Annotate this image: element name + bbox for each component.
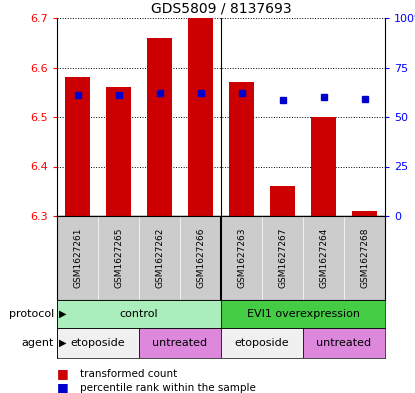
Text: transformed count: transformed count	[80, 369, 177, 379]
Text: untreated: untreated	[317, 338, 371, 348]
Bar	[147, 38, 172, 216]
Text: GSM1627262: GSM1627262	[155, 228, 164, 288]
Bar	[352, 211, 377, 216]
Text: GSM1627267: GSM1627267	[278, 228, 287, 288]
Bar	[229, 83, 254, 216]
Text: ▶: ▶	[59, 338, 66, 348]
Text: agent: agent	[22, 338, 54, 348]
Bar	[57, 300, 221, 328]
Bar	[188, 18, 213, 216]
Text: GSM1627263: GSM1627263	[237, 228, 246, 288]
Text: GSM1627261: GSM1627261	[73, 228, 82, 288]
Text: ■: ■	[57, 367, 69, 380]
Bar	[303, 328, 385, 358]
Title: GDS5809 / 8137693: GDS5809 / 8137693	[151, 2, 291, 15]
Text: percentile rank within the sample: percentile rank within the sample	[80, 383, 256, 393]
Text: GSM1627266: GSM1627266	[196, 228, 205, 288]
Text: GSM1627268: GSM1627268	[360, 228, 369, 288]
Bar	[65, 77, 90, 216]
Bar	[311, 117, 336, 216]
Text: etoposide: etoposide	[71, 338, 125, 348]
Text: control: control	[120, 309, 158, 319]
Text: GSM1627265: GSM1627265	[114, 228, 123, 288]
Text: protocol: protocol	[9, 309, 54, 319]
Bar	[139, 328, 221, 358]
Bar	[57, 328, 139, 358]
Bar	[221, 328, 303, 358]
Text: EVI1 overexpression: EVI1 overexpression	[247, 309, 359, 319]
Text: etoposide: etoposide	[235, 338, 289, 348]
Bar	[106, 87, 131, 216]
Text: GSM1627264: GSM1627264	[319, 228, 328, 288]
Text: ■: ■	[57, 382, 69, 393]
Bar	[270, 186, 295, 216]
Bar	[221, 300, 385, 328]
Text: untreated: untreated	[152, 338, 208, 348]
Text: ▶: ▶	[59, 309, 66, 319]
